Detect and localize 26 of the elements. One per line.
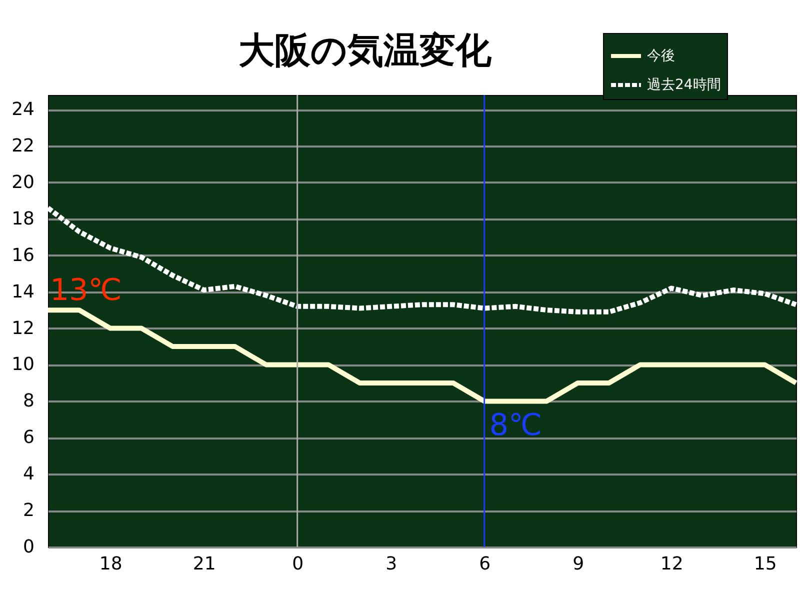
legend-label: 今後: [647, 48, 675, 64]
y-tick-label: 0: [23, 536, 34, 558]
x-tick-label: 3: [386, 554, 398, 574]
x-tick-label: 0: [292, 554, 304, 574]
y-tick-label: 18: [12, 208, 34, 230]
annotation: 13℃: [50, 273, 122, 308]
y-tick-label: 4: [23, 464, 34, 485]
x-tick-label: 12: [660, 554, 684, 574]
y-tick-label: 2: [23, 500, 34, 522]
y-tick-label: 14: [12, 281, 34, 302]
x-tick-label: 9: [572, 554, 584, 574]
y-tick-label: 6: [23, 427, 34, 448]
x-tick-label: 6: [479, 554, 491, 574]
y-tick-label: 20: [12, 172, 34, 193]
x-tick-label: 18: [99, 554, 122, 574]
y-tick-label: 12: [12, 318, 34, 339]
y-tick-label: 24: [12, 99, 34, 120]
y-tick-label: 16: [12, 244, 34, 266]
chart-title: 大阪の気温変化: [238, 30, 492, 72]
x-tick-label: 15: [754, 554, 777, 574]
y-tick-label: 8: [23, 390, 34, 412]
x-tick-label: 21: [192, 554, 216, 574]
y-tick-label: 10: [12, 354, 34, 376]
legend-label: 過去24時間: [647, 77, 721, 93]
y-tick-label: 22: [12, 136, 34, 157]
annotation: 8℃: [489, 408, 542, 444]
